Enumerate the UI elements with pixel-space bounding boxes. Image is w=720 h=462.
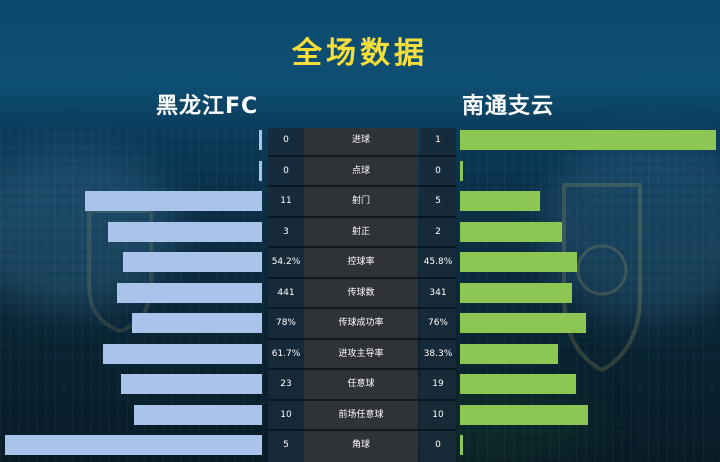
row-divider bbox=[268, 398, 456, 401]
away-bar bbox=[460, 435, 463, 455]
home-value: 61.7% bbox=[271, 348, 301, 359]
home-bar bbox=[259, 130, 262, 150]
home-bar bbox=[121, 374, 262, 394]
home-value: 441 bbox=[277, 287, 295, 298]
away-bar bbox=[460, 130, 716, 150]
stat-category-label: 射门 bbox=[351, 196, 370, 206]
home-bar bbox=[122, 252, 262, 272]
home-value: 23 bbox=[280, 379, 292, 389]
home-bar bbox=[103, 343, 262, 364]
away-value: 1 bbox=[435, 135, 441, 145]
away-bar bbox=[460, 404, 588, 425]
home-value: 54.2% bbox=[271, 257, 301, 267]
home-bar bbox=[131, 313, 262, 333]
away-bar bbox=[460, 252, 578, 272]
row-divider bbox=[268, 368, 456, 370]
stat-category-label: 控球率 bbox=[347, 257, 375, 267]
row-divider bbox=[268, 185, 456, 187]
stat-category-label: 进攻主导率 bbox=[338, 348, 384, 359]
home-value: 10 bbox=[280, 409, 292, 420]
home-value-column bbox=[268, 128, 304, 462]
away-value: 341 bbox=[429, 287, 447, 298]
away-bar bbox=[460, 191, 540, 211]
stat-category-label: 射正 bbox=[351, 226, 370, 237]
stat-category-label: 传球数 bbox=[347, 287, 375, 298]
home-bar bbox=[133, 404, 262, 425]
away-bar bbox=[460, 160, 463, 181]
home-value: 11 bbox=[280, 196, 292, 206]
row-divider bbox=[268, 307, 456, 309]
stat-category-label: 传球成功率 bbox=[338, 318, 384, 328]
away-value: 45.8% bbox=[423, 257, 453, 267]
home-bar bbox=[5, 435, 262, 455]
home-bar bbox=[259, 160, 262, 181]
away-value: 5 bbox=[435, 196, 441, 206]
row-divider bbox=[268, 276, 456, 279]
row-divider bbox=[268, 246, 456, 248]
stat-category-label: 角球 bbox=[351, 440, 370, 450]
page-title: 全场数据 bbox=[292, 36, 428, 71]
home-bar bbox=[85, 191, 262, 211]
away-team-name: 南通支云 bbox=[462, 94, 555, 119]
away-value: 2 bbox=[435, 226, 441, 237]
away-bar bbox=[460, 374, 576, 394]
home-value: 78% bbox=[275, 318, 296, 328]
away-value: 10 bbox=[432, 409, 444, 420]
home-bar bbox=[117, 282, 262, 303]
home-value: 0 bbox=[283, 135, 289, 145]
home-bar bbox=[107, 221, 262, 242]
away-value: 76% bbox=[427, 318, 448, 328]
away-value: 19 bbox=[432, 379, 444, 389]
stat-category-label: 前场任意球 bbox=[338, 409, 384, 420]
row-divider bbox=[268, 215, 456, 218]
home-value: 0 bbox=[283, 165, 289, 176]
away-bar bbox=[460, 343, 559, 364]
home-value: 3 bbox=[283, 226, 289, 237]
row-divider bbox=[268, 154, 456, 157]
stat-category-label: 点球 bbox=[351, 165, 370, 176]
club-crest-watermark bbox=[562, 183, 642, 373]
away-value-column bbox=[420, 128, 456, 462]
away-bar bbox=[460, 221, 563, 242]
away-value: 0 bbox=[435, 165, 441, 176]
away-bar bbox=[460, 313, 587, 333]
home-team-name: 黑龙江FC bbox=[156, 94, 259, 119]
home-value: 5 bbox=[283, 440, 289, 450]
away-value: 38.3% bbox=[423, 348, 453, 359]
away-bar bbox=[460, 282, 572, 303]
stat-category-label: 任意球 bbox=[347, 379, 375, 389]
row-divider bbox=[268, 337, 456, 340]
row-divider bbox=[268, 429, 456, 431]
stat-category-column bbox=[304, 128, 418, 462]
stat-category-label: 进球 bbox=[351, 135, 370, 145]
away-value: 0 bbox=[435, 440, 441, 450]
